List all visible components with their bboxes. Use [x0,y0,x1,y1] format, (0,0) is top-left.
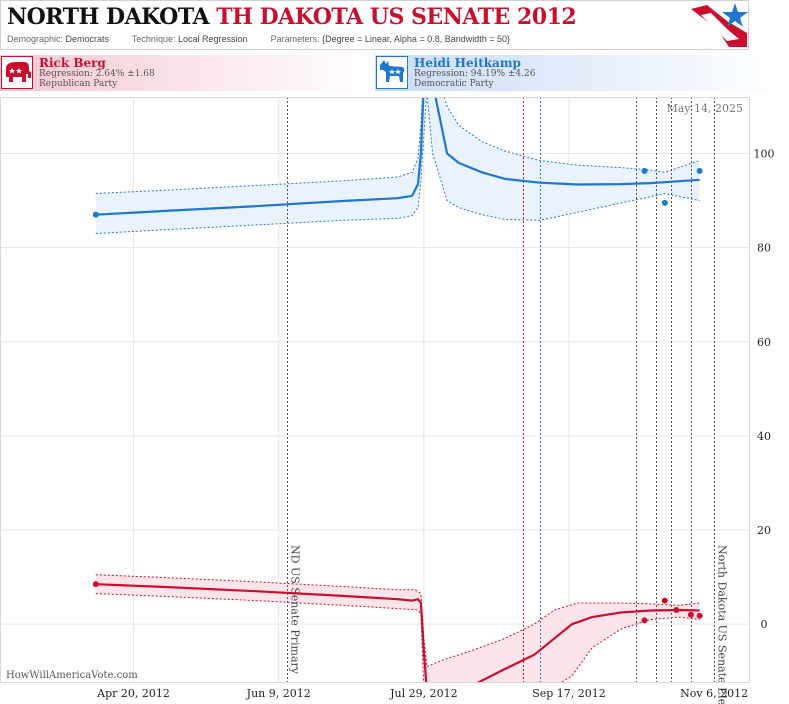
event-label: North Dakota US Senate Election [716,545,729,704]
parameters-label: Parameters: [270,34,320,44]
title-bar: NORTH DAKOTA TH DAKOTA US SENATE 2012 De… [0,0,749,50]
confidence-bands [95,97,700,683]
site-logo[interactable] [687,3,749,49]
candidate-name: Heidi Heitkamp [414,56,521,70]
event-label: ND US Senate Primary [289,545,302,675]
y-tick-label: 40 [757,430,771,443]
technique-value: Local Regression [177,34,248,44]
page-title: NORTH DAKOTA TH DAKOTA US SENATE 2012 [7,4,577,30]
poll-point [92,211,99,218]
poll-point [673,607,680,614]
poll-point [641,167,648,174]
elephant-icon [1,56,33,89]
event-markers: ND US Senate Primary North Dakota US Sena… [287,97,729,704]
grid-lines [0,97,749,683]
regression-curves [95,97,700,683]
poll-point [696,612,703,619]
x-tick-label: Sep 17, 2012 [532,687,606,700]
y-axis-ticks: 0 20 40 60 80 100 [754,147,775,631]
x-tick-label: Nov 6, 2012 [680,687,748,700]
x-tick-label: Jul 29, 2012 [389,687,458,700]
candidate-regression: Regression: 2.64% ±1.68 [39,69,155,79]
poll-point [661,199,668,206]
y-tick-label: 0 [761,618,768,631]
y-tick-label: 60 [757,336,771,349]
x-tick-label: Apr 20, 2012 [96,687,170,700]
y-tick-label: 80 [757,242,771,255]
band-lower-line [95,593,700,683]
poll-point [92,581,99,588]
y-tick-label: 20 [757,524,771,537]
parameters-line: Demographic: Democrats Technique: Local … [7,34,510,44]
poll-point [696,167,703,174]
regression-line [95,583,700,683]
title-state: NORTH DAKOTA [7,4,210,30]
donkey-icon [376,56,408,89]
technique-label: Technique: [131,34,176,44]
poll-point [641,617,648,624]
candidate-regression: Regression: 94.19% ±4.26 [414,69,536,79]
demographic-label: Demographic: [7,34,64,44]
x-axis-ticks: Apr 20, 2012 Jun 9, 2012 Jul 29, 2012 Sep 1… [96,687,748,700]
plot-frame [0,97,750,683]
confidence-band [95,97,700,234]
y-tick-label: 100 [754,147,775,160]
x-tick-label: Jun 9, 2012 [246,687,311,700]
poll-point [687,611,694,618]
candidate-party: Democratic Party [414,79,494,89]
parameters-value: {Degree = Linear, Alpha = 0.8, Bandwidth… [322,34,511,44]
poll-point [661,597,668,604]
candidate-name: Rick Berg [39,56,106,70]
candidate-heidi-heitkamp: Heidi Heitkamp Regression: 94.19% ±4.26 … [375,55,789,91]
band-lower-line [95,97,700,234]
regression-line [95,97,700,216]
confidence-band [95,574,700,683]
date-stamp: May 14, 2025 [666,102,743,115]
demographic-value: Democrats [65,34,110,44]
poll-points [92,167,703,624]
band-upper-line [95,97,700,194]
candidate-rick-berg: Rick Berg Regression: 2.64% ±1.68 Republ… [0,55,375,91]
candidate-party: Republican Party [39,79,118,89]
title-race: TH DAKOTA US SENATE 2012 [216,4,577,30]
site-watermark: HowWillAmericaVote.com [6,670,138,681]
